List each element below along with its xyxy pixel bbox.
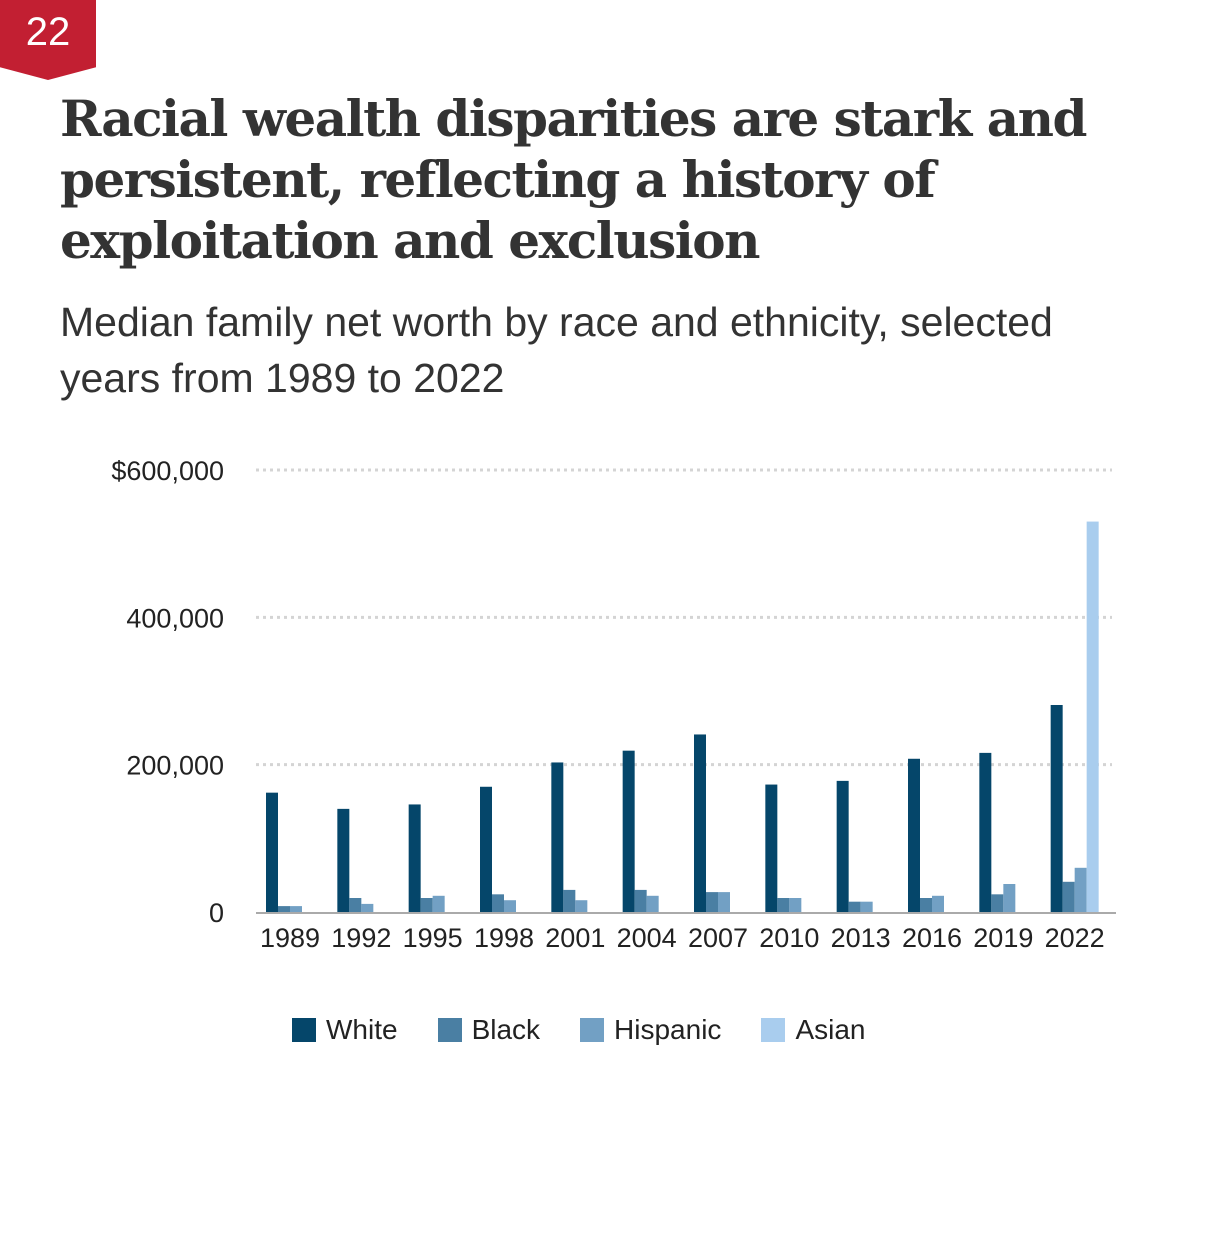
bar-black-2022 bbox=[1062, 881, 1075, 912]
legend-label: Hispanic bbox=[614, 1014, 722, 1045]
bar-white-2004 bbox=[622, 750, 635, 912]
x-tick-label: 1989 bbox=[260, 923, 320, 953]
bar-hispanic-2013 bbox=[860, 901, 873, 912]
bar-black-2013 bbox=[848, 901, 861, 912]
page-number-badge: 22 bbox=[0, 0, 96, 80]
bar-chart: 0 200,000 400,000 $600,000 1989 1992 1995 1998 2… bbox=[111, 456, 1116, 953]
bar-hispanic-2004 bbox=[646, 895, 659, 912]
bar-hispanic-2010 bbox=[789, 898, 802, 912]
page-number: 22 bbox=[25, 10, 71, 54]
bar-white-2019 bbox=[979, 752, 992, 912]
bar-black-2007 bbox=[706, 892, 718, 912]
legend-swatch bbox=[761, 1018, 786, 1042]
legend-item-white: White bbox=[292, 1014, 398, 1046]
legend-label: White bbox=[326, 1014, 398, 1045]
bar-white-1992 bbox=[337, 808, 350, 912]
bar-hispanic-2007 bbox=[718, 892, 730, 912]
bar-hispanic-2022 bbox=[1074, 867, 1087, 912]
y-tick-label: 0 bbox=[209, 898, 224, 928]
x-tick-label: 2016 bbox=[902, 923, 962, 953]
bar-white-2010 bbox=[765, 784, 778, 912]
bar-white-2016 bbox=[908, 758, 920, 912]
legend-label: Black bbox=[471, 1014, 541, 1045]
bar-black-2010 bbox=[777, 898, 790, 912]
x-tick-label: 2022 bbox=[1045, 923, 1105, 953]
bar-black-2016 bbox=[920, 898, 932, 912]
y-tick-label: $600,000 bbox=[111, 456, 224, 486]
y-tick-label: 400,000 bbox=[126, 603, 224, 633]
bar-asian-2022 bbox=[1086, 521, 1099, 912]
legend: White Black Hispanic Asian bbox=[292, 1014, 865, 1046]
bar-hispanic-1998 bbox=[504, 900, 516, 912]
x-tick-label: 2004 bbox=[617, 923, 677, 953]
bar-white-2022 bbox=[1050, 704, 1063, 912]
bar-white-2007 bbox=[694, 734, 706, 912]
bar-hispanic-2016 bbox=[932, 895, 944, 912]
x-tick-label: 1998 bbox=[474, 923, 534, 953]
bar-black-2019 bbox=[991, 894, 1004, 912]
bar-black-1992 bbox=[349, 898, 362, 912]
bar-hispanic-1995 bbox=[432, 895, 445, 912]
legend-label: Asian bbox=[795, 1014, 866, 1045]
bar-white-1995 bbox=[408, 804, 421, 912]
x-tick-label: 2019 bbox=[973, 923, 1033, 953]
legend-item-asian: Asian bbox=[761, 1014, 865, 1046]
bar-black-2001 bbox=[563, 889, 576, 912]
bar-black-1998 bbox=[492, 894, 504, 912]
bar-white-1998 bbox=[480, 786, 492, 912]
x-tick-label: 2010 bbox=[759, 923, 819, 953]
x-tick-label: 1995 bbox=[403, 923, 463, 953]
x-tick-label: 2001 bbox=[545, 923, 605, 953]
chart-title: Racial wealth disparities are stark and … bbox=[60, 89, 1087, 270]
x-tick-label: 2007 bbox=[688, 923, 748, 953]
legend-swatch bbox=[437, 1018, 462, 1042]
x-tick-label: 1992 bbox=[331, 923, 391, 953]
y-tick-label: 200,000 bbox=[126, 751, 224, 781]
bar-hispanic-1992 bbox=[361, 903, 374, 912]
legend-swatch bbox=[292, 1018, 316, 1042]
legend-item-black: Black bbox=[437, 1014, 541, 1046]
bar-white-1989 bbox=[266, 792, 278, 912]
bar-hispanic-1989 bbox=[290, 906, 302, 912]
bar-white-2013 bbox=[836, 780, 849, 912]
bar-black-1995 bbox=[420, 898, 433, 912]
bar-hispanic-2001 bbox=[575, 900, 588, 912]
bar-black-2004 bbox=[634, 889, 647, 912]
legend-item-hispanic: Hispanic bbox=[580, 1014, 721, 1046]
bar-black-1989 bbox=[278, 906, 290, 912]
chart-subtitle: Median family net worth by race and ethn… bbox=[60, 299, 1053, 401]
legend-swatch bbox=[580, 1018, 605, 1042]
bar-hispanic-2019 bbox=[1003, 884, 1016, 912]
bar-white-2001 bbox=[551, 762, 564, 912]
x-tick-label: 2013 bbox=[831, 923, 891, 953]
